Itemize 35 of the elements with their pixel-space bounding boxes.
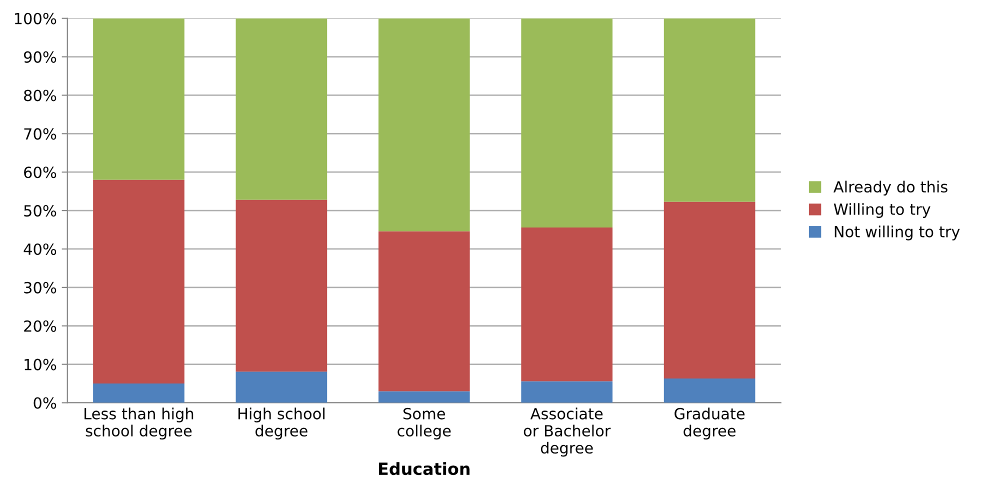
bar xyxy=(236,200,328,372)
y-tick-label: 90% xyxy=(24,51,56,63)
y-tick-label: 100% xyxy=(14,12,56,24)
bar xyxy=(664,18,756,202)
x-tick-label: Associate or Bachelor degree xyxy=(524,408,611,457)
bar xyxy=(93,180,184,384)
y-tick-label: 20% xyxy=(24,320,56,332)
bar xyxy=(521,381,613,403)
x-tick-label: Less than high school degree xyxy=(84,408,194,440)
bar xyxy=(378,231,470,392)
bar xyxy=(236,372,328,403)
bar xyxy=(378,18,470,232)
bar xyxy=(664,378,756,403)
x-tick-label: High school degree xyxy=(238,408,324,440)
x-tick-label: Graduate degree xyxy=(674,408,745,440)
bar xyxy=(93,384,184,403)
y-tick-label: 0% xyxy=(34,397,56,409)
y-tick-label: 50% xyxy=(24,205,56,217)
bar xyxy=(664,202,756,379)
y-tick-label: 60% xyxy=(24,166,56,178)
bar xyxy=(93,18,184,180)
legend-label: Already do this xyxy=(833,180,948,196)
y-tick-label: 40% xyxy=(24,243,56,256)
y-tick-label: 70% xyxy=(24,128,56,140)
bar xyxy=(236,18,328,200)
legend-label: Willing to try xyxy=(834,203,930,218)
bar xyxy=(521,227,613,382)
bar xyxy=(521,18,613,228)
y-tick-label: 80% xyxy=(24,90,56,102)
y-tick-label: 10% xyxy=(24,358,56,370)
y-tick-label: 30% xyxy=(24,282,56,294)
x-axis-title: Education xyxy=(379,462,470,476)
x-tick-label: Some college xyxy=(398,408,451,440)
legend-label: Not willing to try xyxy=(834,226,960,240)
bar xyxy=(378,391,470,403)
